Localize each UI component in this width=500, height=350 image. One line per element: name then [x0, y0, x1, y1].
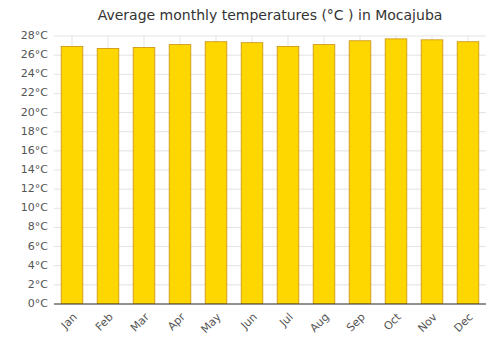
bars	[61, 39, 479, 304]
bar	[313, 45, 335, 304]
y-axis: 0°C 2°C 4°C 6°C 8°C 10°C 12°C 14°C 16°C 18°C 20°C 2…	[21, 29, 48, 310]
y-tick-label: 14°C	[21, 163, 48, 176]
x-tick-label: Nov	[415, 310, 440, 335]
x-tick-label: Sep	[344, 311, 368, 335]
y-tick-label: 2°C	[28, 278, 48, 291]
y-grid-line	[54, 304, 486, 305]
y-grid-line	[54, 36, 486, 37]
y-tick-label: 28°C	[21, 29, 48, 42]
y-tick-label: 8°C	[28, 220, 48, 233]
title: Average monthly temperatures (°C ) in Mo…	[98, 7, 443, 23]
x-tick-label: Apr	[165, 310, 188, 333]
y-tick-label: 26°C	[21, 48, 48, 61]
y-tick-label: 16°C	[21, 144, 48, 157]
y-tick-label: 20°C	[21, 106, 48, 119]
bar	[97, 48, 119, 304]
bar	[277, 47, 299, 304]
x-tick-label: Jul	[276, 311, 295, 330]
bar	[61, 47, 83, 304]
x-tick-label: Aug	[307, 311, 331, 335]
x-tick-label: Jan	[58, 311, 80, 333]
x-axis: Jan Feb Mar Apr May Jun Jul Aug Sep Oct Nov Dec	[58, 310, 476, 336]
x-tick-label: Feb	[93, 311, 116, 334]
x-axis-line	[54, 304, 486, 305]
y-tick-label: 18°C	[21, 125, 48, 138]
y-tick-label: 12°C	[21, 182, 48, 195]
x-tick-label: Dec	[452, 311, 476, 335]
bar	[385, 39, 407, 304]
x-tick-label: Jun	[238, 311, 260, 333]
bar	[457, 42, 479, 304]
bar	[169, 45, 191, 304]
y-tick-label: 6°C	[28, 240, 48, 253]
chart: 0°C 2°C 4°C 6°C 8°C 10°C 12°C 14°C 16°C 18°C 20°C 2…	[0, 0, 500, 350]
chart-container: 0°C 2°C 4°C 6°C 8°C 10°C 12°C 14°C 16°C 18°C 20°C 2…	[0, 0, 500, 350]
bar	[421, 40, 443, 304]
bar	[241, 43, 263, 304]
x-tick-label: Oct	[381, 310, 404, 333]
x-tick-label: May	[198, 310, 224, 336]
bar	[205, 42, 227, 304]
y-tick-label: 24°C	[21, 67, 48, 80]
bar	[133, 47, 155, 304]
y-tick-label: 22°C	[21, 86, 48, 99]
x-tick-label: Mar	[128, 310, 152, 334]
y-tick-label: 4°C	[28, 259, 48, 272]
bar	[349, 41, 371, 304]
y-tick-label: 10°C	[21, 201, 48, 214]
grid	[54, 36, 486, 304]
y-tick-label: 0°C	[28, 297, 48, 310]
